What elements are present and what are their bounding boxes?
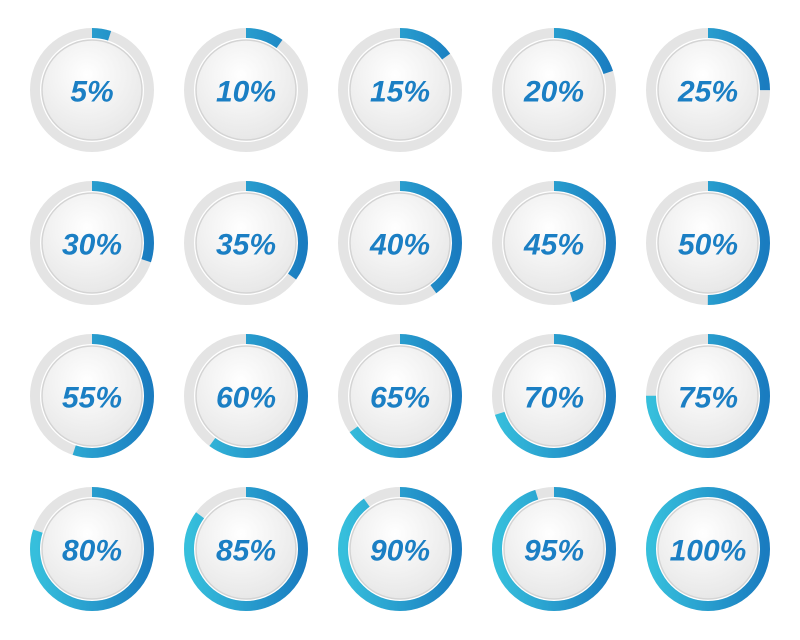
- progress-ring: 25%: [646, 28, 770, 152]
- percent-label: 35%: [216, 229, 276, 262]
- progress-ring: 90%: [338, 487, 462, 611]
- progress-ring: 40%: [338, 181, 462, 305]
- progress-ring: 45%: [492, 181, 616, 305]
- progress-ring: 10%: [184, 28, 308, 152]
- progress-ring: 35%: [184, 181, 308, 305]
- ring-disc: [349, 345, 451, 447]
- ring-disc: [349, 498, 451, 600]
- ring-disc: [41, 39, 143, 141]
- percent-label: 5%: [70, 76, 113, 109]
- ring-progress: [30, 181, 154, 305]
- progress-ring: 50%: [646, 181, 770, 305]
- ring-disc: [41, 192, 143, 294]
- ring-disc: [657, 192, 759, 294]
- percent-label: 10%: [216, 76, 276, 109]
- ring-progress: [30, 334, 154, 458]
- progress-ring: 15%: [338, 28, 462, 152]
- ring-disc: [657, 345, 759, 447]
- percent-label: 100%: [670, 535, 747, 568]
- progress-ring: 60%: [184, 334, 308, 458]
- ring-disc: [195, 192, 297, 294]
- percent-label: 85%: [216, 535, 276, 568]
- percent-label: 90%: [370, 535, 430, 568]
- progress-ring: 70%: [492, 334, 616, 458]
- ring-disc: [657, 498, 759, 600]
- progress-ring: 85%: [184, 487, 308, 611]
- progress-ring: 55%: [30, 334, 154, 458]
- progress-ring: 75%: [646, 334, 770, 458]
- ring-progress: [492, 28, 616, 152]
- ring-progress: [492, 181, 616, 305]
- progress-ring: 30%: [30, 181, 154, 305]
- ring-disc: [41, 345, 143, 447]
- ring-disc: [503, 192, 605, 294]
- ring-disc: [657, 39, 759, 141]
- ring-disc: [503, 39, 605, 141]
- progress-ring: 95%: [492, 487, 616, 611]
- ring-progress: [338, 181, 462, 305]
- ring-progress: [338, 334, 462, 458]
- ring-disc: [195, 39, 297, 141]
- percent-label: 60%: [216, 382, 276, 415]
- ring-progress: [338, 487, 462, 611]
- percent-label: 25%: [677, 76, 738, 109]
- ring-disc: [503, 345, 605, 447]
- percent-label: 95%: [524, 535, 584, 568]
- ring-disc: [503, 498, 605, 600]
- percent-label: 20%: [523, 76, 584, 109]
- ring-progress: [338, 28, 462, 152]
- ring-progress: [184, 28, 308, 152]
- percent-label: 70%: [524, 382, 584, 415]
- percent-label: 15%: [370, 76, 430, 109]
- ring-progress: [646, 28, 770, 152]
- percent-label: 75%: [678, 382, 738, 415]
- progress-ring: 5%: [30, 28, 154, 152]
- ring-progress: [492, 334, 616, 458]
- ring-disc: [349, 192, 451, 294]
- percent-label: 65%: [370, 382, 430, 415]
- ring-progress: [30, 28, 154, 152]
- ring-disc: [195, 498, 297, 600]
- ring-progress: [646, 487, 770, 611]
- progress-ring: 65%: [338, 334, 462, 458]
- percent-label: 30%: [62, 229, 122, 262]
- ring-progress: [184, 334, 308, 458]
- percent-label: 40%: [369, 229, 430, 262]
- ring-disc: [41, 498, 143, 600]
- percent-label: 80%: [62, 535, 122, 568]
- ring-disc: [349, 39, 451, 141]
- progress-ring: 80%: [30, 487, 154, 611]
- percent-label: 45%: [523, 229, 584, 262]
- ring-progress: [646, 181, 770, 305]
- percent-label: 55%: [62, 382, 122, 415]
- progress-ring: 100%: [646, 487, 770, 611]
- ring-progress: [492, 487, 616, 611]
- percent-label: 50%: [678, 229, 738, 262]
- progress-ring: 20%: [492, 28, 616, 152]
- ring-progress: [184, 181, 308, 305]
- ring-progress: [646, 334, 770, 458]
- ring-progress: [184, 487, 308, 611]
- ring-progress: [30, 487, 154, 611]
- ring-disc: [195, 345, 297, 447]
